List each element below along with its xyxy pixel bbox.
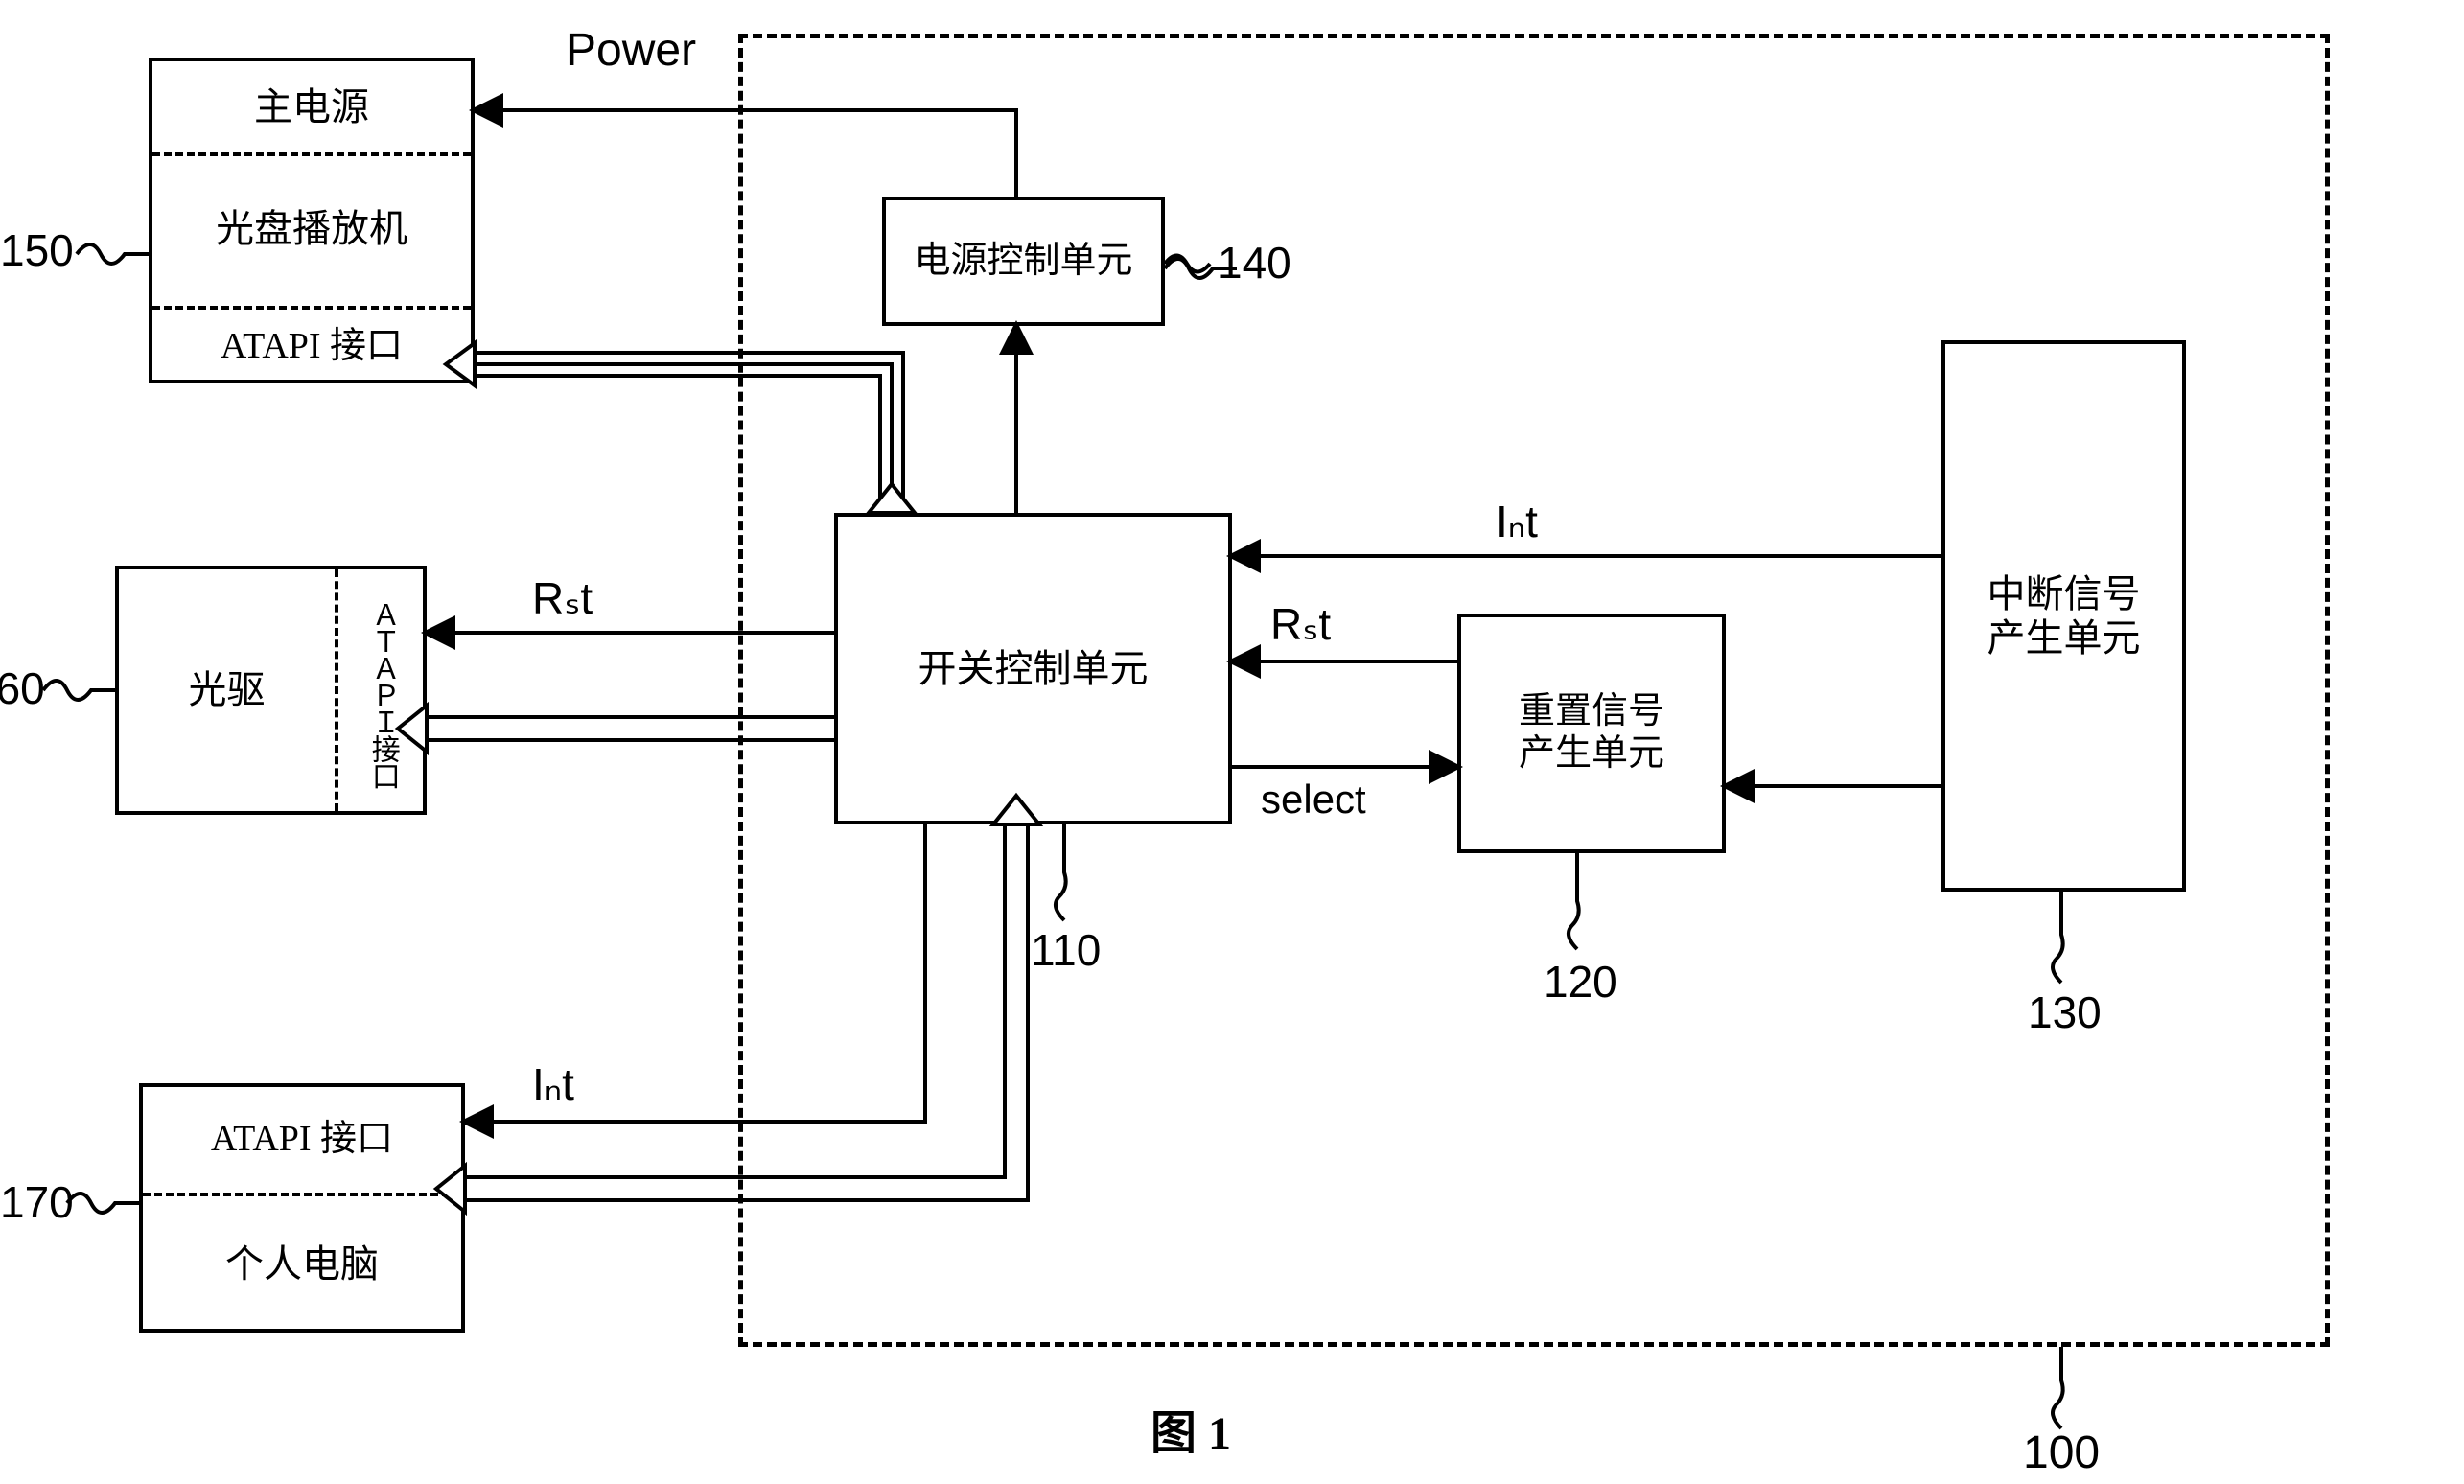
signal-rst-left: Rₛt [532,573,593,624]
block-pc: ATAPI 接口 个人电脑 [139,1083,465,1333]
ref-150: 150 [0,225,74,276]
ref-130: 130 [2028,987,2102,1038]
label-atapi-160: ＡＴＡＰＩ接口 [341,577,423,811]
label-int-gen: 中断信号 产生单元 [1945,344,2182,888]
label-power-ctrl: 电源控制单元 [886,200,1161,322]
signal-int-bottom: Iₙt [532,1059,574,1110]
label-reset-gen: 重置信号 产生单元 [1461,617,1722,849]
signal-int-right: Iₙt [1496,497,1538,547]
ref-120: 120 [1544,957,1617,1008]
block-disc-player: 主电源 光盘播放机 ATAPI 接口 [149,58,475,383]
ref-170: 170 [0,1177,74,1228]
signal-select: select [1261,777,1366,823]
block-switch-ctrl: 开关控制单元 [834,513,1232,824]
label-optical-drive: 光驱 [119,569,335,811]
block-power-ctrl: 电源控制单元 [882,197,1165,326]
block-optical-drive: 光驱 ＡＴＡＰＩ接口 [115,566,427,815]
diagram-stage: 主电源 光盘播放机 ATAPI 接口 光驱 ＡＴＡＰＩ接口 ATAPI 接口 个… [0,0,2464,1484]
ref-160: 160 [0,663,38,714]
block-reset-gen: 重置信号 产生单元 [1457,614,1726,853]
label-disc-player: 光盘播放机 [152,152,471,306]
ref-100: 100 [2023,1426,2100,1479]
label-main-power: 主电源 [152,61,471,152]
ref-140: 140 [1218,238,1291,289]
label-switch-ctrl: 开关控制单元 [838,517,1228,821]
figure-caption: 图 1 [1151,1407,1231,1460]
label-atapi-170: ATAPI 接口 [143,1087,461,1193]
label-atapi-150: ATAPI 接口 [152,306,471,387]
ref-110: 110 [1031,925,1101,976]
label-pc: 个人电脑 [143,1193,461,1336]
signal-power: Power [566,24,696,77]
block-int-gen: 中断信号 产生单元 [1941,340,2186,892]
signal-rst-right: Rₛt [1270,599,1331,650]
